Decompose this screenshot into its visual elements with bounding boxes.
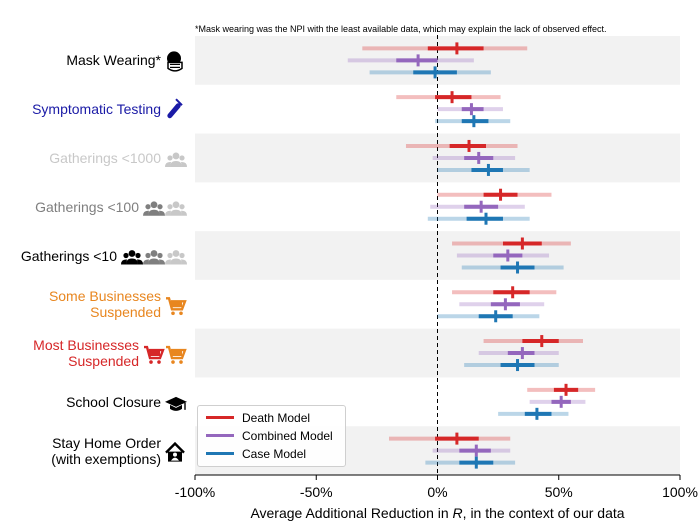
x-tick-label: -50% bbox=[299, 484, 333, 500]
row-label: Some Businesses Suspended bbox=[48, 288, 161, 321]
row-label: Stay Home Order (with exemptions) bbox=[51, 434, 161, 467]
home-icon bbox=[165, 441, 185, 462]
x-tick-label: 100% bbox=[662, 484, 698, 500]
row-label: Symptomatic Testing bbox=[32, 101, 161, 118]
legend-entry: Combined Model bbox=[206, 427, 333, 445]
x-tick-label: 0% bbox=[427, 484, 448, 500]
people-icon bbox=[143, 250, 165, 265]
x-axis-label: Average Additional Reduction in R, in th… bbox=[195, 505, 680, 521]
shopping-cart-icon bbox=[166, 297, 187, 316]
legend: Death Model Combined Model Case Model bbox=[197, 405, 346, 467]
legend-entry: Case Model bbox=[206, 445, 306, 463]
people-icon bbox=[165, 152, 187, 167]
legend-label: Case Model bbox=[242, 447, 307, 461]
legend-swatch bbox=[206, 416, 234, 420]
test-tube-icon bbox=[167, 98, 183, 119]
row-label: Mask Wearing* bbox=[66, 52, 161, 69]
row-label: Gatherings <1000 bbox=[49, 149, 161, 166]
legend-entry: Death Model bbox=[206, 409, 310, 427]
legend-label: Combined Model bbox=[242, 429, 333, 443]
people-icon bbox=[121, 250, 143, 265]
shopping-cart-icon bbox=[166, 345, 187, 364]
x-tick-label: -100% bbox=[174, 484, 216, 500]
people-icon bbox=[165, 201, 187, 216]
shopping-cart-icon bbox=[144, 345, 165, 364]
legend-swatch bbox=[206, 452, 234, 456]
mask-icon bbox=[167, 51, 183, 72]
graduation-cap-icon bbox=[165, 396, 187, 411]
row-label: Most Businesses Suspended bbox=[33, 337, 139, 370]
people-icon bbox=[143, 201, 165, 216]
row-label: School Closure bbox=[66, 393, 161, 410]
row-label: Gatherings <10 bbox=[20, 247, 117, 264]
x-tick-label: 50% bbox=[544, 484, 573, 500]
row-label: Gatherings <100 bbox=[35, 198, 139, 215]
legend-label: Death Model bbox=[242, 411, 311, 425]
x-axis-label-text: Average Additional Reduction in R, in th… bbox=[250, 505, 625, 521]
footnote: *Mask wearing was the NPI with the least… bbox=[195, 24, 607, 34]
legend-swatch bbox=[206, 434, 234, 438]
people-icon bbox=[165, 250, 187, 265]
